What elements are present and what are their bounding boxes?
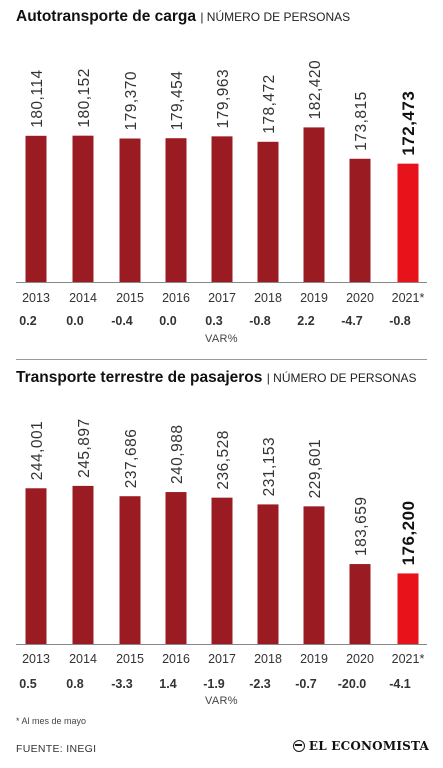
var-label-1: VAR% xyxy=(205,333,238,345)
bar xyxy=(165,138,187,282)
data-label: 173,815 xyxy=(353,91,370,151)
data-label: 183,659 xyxy=(353,497,370,557)
footnote: * Al mes de mayo xyxy=(16,716,87,726)
variation-value: 0.2 xyxy=(19,314,36,328)
data-label: 236,528 xyxy=(215,430,232,490)
variation-value: -3.3 xyxy=(111,677,133,691)
x-tick-label: 2018 xyxy=(254,652,282,666)
data-label: 237,686 xyxy=(123,429,140,489)
source-note: FUENTE: INEGI xyxy=(16,743,97,755)
data-label: 178,472 xyxy=(261,74,278,134)
variation-value: -0.4 xyxy=(111,314,133,328)
bar xyxy=(303,127,325,282)
bar xyxy=(165,492,187,644)
variation-value: 0.3 xyxy=(205,314,222,328)
bar xyxy=(349,158,371,282)
data-label: 179,963 xyxy=(215,69,232,129)
bar xyxy=(211,497,233,644)
bar xyxy=(25,135,47,282)
variation-value: -2.3 xyxy=(249,677,271,691)
bar xyxy=(349,564,371,644)
variation-value: -4.7 xyxy=(341,314,363,328)
x-tick-label: 2020 xyxy=(346,652,374,666)
x-tick-label: 2017 xyxy=(208,652,236,666)
variation-value: 2.2 xyxy=(297,314,314,328)
bar xyxy=(397,573,419,644)
variation-value: 0.5 xyxy=(19,677,36,691)
bar xyxy=(397,163,419,282)
variation-value: -1.9 xyxy=(203,677,225,691)
x-tick-label: 2019 xyxy=(300,652,328,666)
variation-value: -4.1 xyxy=(389,677,411,691)
bar xyxy=(72,135,94,282)
data-label: 180,114 xyxy=(29,69,46,127)
variation-value: 0.0 xyxy=(159,314,176,328)
variation-value: 1.4 xyxy=(159,677,176,691)
data-label: 240,988 xyxy=(169,425,186,485)
bar xyxy=(72,485,94,644)
x-tick-label: 2015 xyxy=(116,652,144,666)
x-tick-label: 2014 xyxy=(69,291,97,305)
section-divider xyxy=(16,359,427,360)
variation-value: 0.0 xyxy=(66,314,83,328)
data-label: 244,001 xyxy=(29,421,46,481)
bar xyxy=(119,496,141,644)
x-tick-label: 2016 xyxy=(162,291,190,305)
data-label: 180,152 xyxy=(76,68,93,128)
bar xyxy=(211,136,233,282)
x-tick-label: 2015 xyxy=(116,291,144,305)
x-tick-label: 2021* xyxy=(392,652,425,666)
x-tick-label: 2013 xyxy=(22,652,50,666)
data-label: 182,420 xyxy=(307,60,324,120)
data-label: 245,897 xyxy=(76,418,93,478)
x-tick-label: 2018 xyxy=(254,291,282,305)
bar xyxy=(257,141,279,282)
x-tick-label: 2016 xyxy=(162,652,190,666)
variation-value: -0.8 xyxy=(249,314,271,328)
brand-mark-icon xyxy=(292,740,305,752)
x-tick-label: 2020 xyxy=(346,291,374,305)
x-tick-label: 2014 xyxy=(69,652,97,666)
data-label: 179,454 xyxy=(169,71,186,131)
bar xyxy=(257,504,279,644)
data-label: 172,473 xyxy=(399,91,418,156)
data-label: 179,370 xyxy=(123,71,140,131)
chart-title-1: Autotransporte de carga | NÚMERO DE PERS… xyxy=(16,8,351,25)
data-label: 229,601 xyxy=(307,439,324,499)
var-label-2: VAR% xyxy=(205,695,238,707)
bar xyxy=(303,506,325,644)
bar xyxy=(119,138,141,282)
chart-title-2: Transporte terrestre de pasajeros | NÚME… xyxy=(16,369,417,386)
data-label: 231,153 xyxy=(261,437,278,497)
x-tick-label: 2017 xyxy=(208,291,236,305)
bar xyxy=(25,488,47,644)
x-tick-label: 2021* xyxy=(392,291,425,305)
variation-value: -0.7 xyxy=(295,677,317,691)
x-tick-label: 2013 xyxy=(22,291,50,305)
chart-pasajeros: 244,001 2013 0.5 245,897 2014 0.8 237,686 2015 -… xyxy=(16,418,427,691)
brand-name: EL ECONOMISTA xyxy=(308,739,429,753)
variation-value: -20.0 xyxy=(338,677,367,691)
data-label: 176,200 xyxy=(399,500,418,565)
variation-value: 0.8 xyxy=(66,677,83,691)
x-tick-label: 2019 xyxy=(300,291,328,305)
variation-value: -0.8 xyxy=(389,314,411,328)
chart-carga: 180,114 2013 0.2 180,152 2014 0.0 179,370 2015 -… xyxy=(16,60,427,328)
brand-logo: EL ECONOMISTA xyxy=(292,739,429,753)
